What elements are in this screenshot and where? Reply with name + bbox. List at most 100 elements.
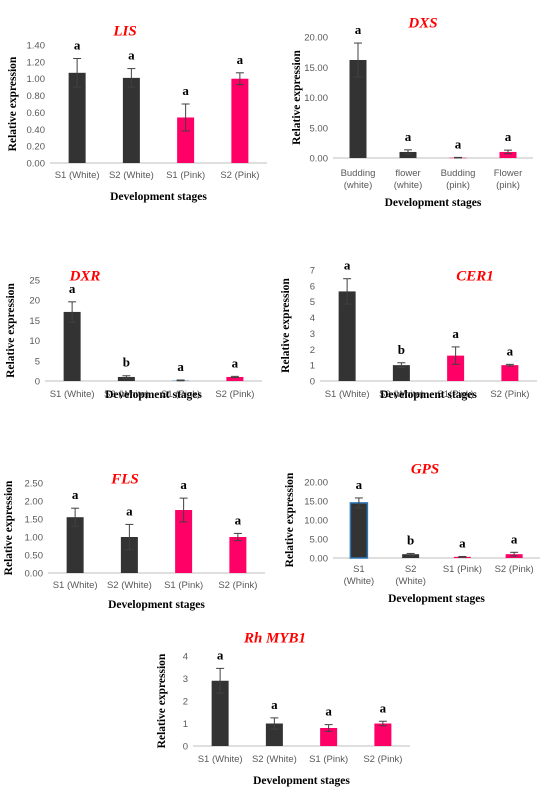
y-tick-label: 1.00 <box>25 533 44 544</box>
y-tick-label: 1.40 <box>27 41 46 52</box>
y-axis-label: Relative expression <box>7 56 19 151</box>
y-axis-label: Relative expression <box>284 472 296 567</box>
bar <box>66 517 84 573</box>
bar <box>177 117 195 163</box>
category-label: S2 (White) <box>104 389 149 400</box>
chart-svg: CER1 0 1 2 3 4 5 6 7 Relative expression a S1 (Whit… <box>280 258 537 401</box>
y-tick-label: 20.00 <box>304 33 328 44</box>
y-tick-label: 0.00 <box>310 554 329 565</box>
y-tick-label: 0 <box>183 742 188 753</box>
y-tick-label: 0.00 <box>27 159 46 170</box>
chart-title: FLS <box>110 472 139 488</box>
significance-letter: a <box>452 326 459 341</box>
category-label: Budding <box>341 168 376 179</box>
y-tick-label: 1.00 <box>27 74 46 85</box>
y-tick-label: 6 <box>310 281 315 292</box>
significance-letter: a <box>405 129 412 144</box>
category-label: S1 (Pink) <box>443 564 482 575</box>
chart-panel-dxr: DXR 0 5 10 15 20 25 Relative expression a S1 (Whi… <box>0 240 275 401</box>
category-label: S2 (Pink) <box>490 389 529 400</box>
bar <box>374 723 392 746</box>
bar <box>501 365 519 381</box>
y-tick-label: 5.00 <box>310 535 329 546</box>
y-tick-label: 1.20 <box>27 57 46 68</box>
chart-svg: LIS 0.00 0.20 0.40 0.60 0.80 1.00 1.20 1.40 Relat… <box>7 24 267 203</box>
y-tick-label: 0.50 <box>25 551 44 562</box>
category-label: S2 (Pink) <box>218 580 257 591</box>
significance-letter: a <box>126 503 133 518</box>
category-label: S1 (White) <box>198 754 243 765</box>
y-tick-label: 15.00 <box>304 63 328 74</box>
bar <box>349 502 369 559</box>
chart-panel-fls: FLS 0.00 0.50 1.00 1.50 2.00 2.50 Relative expr… <box>0 450 275 611</box>
chart-panel-cer1: CER1 0 1 2 3 4 5 6 7 Relative expression a S1 (Whit… <box>275 240 550 401</box>
y-tick-label: 20.00 <box>304 478 328 489</box>
category-label: S2 (Pink) <box>215 389 254 400</box>
bar <box>320 728 338 746</box>
category-label: S2 (Pink) <box>363 754 402 765</box>
significance-letter: a <box>344 258 351 273</box>
x-axis-label: Development stages <box>108 599 205 611</box>
bar <box>499 151 517 158</box>
y-axis-label: Relative expression <box>291 50 303 145</box>
significance-letter: b <box>123 355 130 370</box>
y-tick-label: 5 <box>310 297 315 308</box>
category-label: (White) <box>395 576 426 587</box>
category-label: (white) <box>344 180 373 191</box>
significance-letter: a <box>459 535 466 550</box>
significance-letter: a <box>271 697 278 712</box>
y-tick-label: 0.00 <box>310 154 329 165</box>
bar <box>402 554 420 558</box>
category-label: S1 (Pink) <box>309 754 348 765</box>
significance-letter: a <box>72 487 79 502</box>
y-tick-label: 7 <box>310 266 315 277</box>
significance-letter: a <box>180 477 187 492</box>
y-tick-label: 0.00 <box>25 569 44 580</box>
category-label: S1 (Pink) <box>164 580 203 591</box>
chart-svg: Rh MYB1 0 1 2 3 4 Relative expression a S1 (Whit… <box>156 631 410 787</box>
bar <box>229 537 247 573</box>
y-tick-label: 15 <box>29 316 40 327</box>
significance-letter: a <box>237 52 244 67</box>
chart-title: LIS <box>112 24 136 40</box>
category-label: (white) <box>394 180 423 191</box>
category-label: S1 (White) <box>325 389 370 400</box>
y-tick-label: 0.40 <box>27 125 46 136</box>
bar <box>231 78 249 163</box>
x-axis-label: Development stages <box>385 197 482 209</box>
category-label: S2 (White) <box>109 170 154 181</box>
chart-svg: FLS 0.00 0.50 1.00 1.50 2.00 2.50 Relative expr… <box>3 472 265 611</box>
bar <box>211 680 229 746</box>
y-tick-label: 1 <box>310 361 315 372</box>
y-tick-label: 0.80 <box>27 91 46 102</box>
category-label: (White) <box>344 576 375 587</box>
chart-svg: GPS 0.00 5.00 10.00 15.00 20.00 Relative expre… <box>284 462 540 605</box>
y-axis-label: Relative expression <box>156 653 168 748</box>
category-label: (pink) <box>496 180 520 191</box>
bar <box>265 723 283 746</box>
y-tick-label: 10.00 <box>304 93 328 104</box>
bar <box>349 59 367 158</box>
significance-letter: a <box>455 136 462 151</box>
bar <box>122 77 140 163</box>
category-label: S2 <box>405 564 417 575</box>
y-tick-label: 25 <box>29 276 40 287</box>
significance-letter: a <box>507 343 514 358</box>
category-label: S1 (Pink) <box>166 170 205 181</box>
y-tick-label: 4 <box>183 652 188 663</box>
chart-title: GPS <box>411 462 439 478</box>
category-label: Flower <box>494 168 523 179</box>
x-axis-label: Development stages <box>380 389 477 401</box>
category-label: S2 (Pink) <box>220 170 259 181</box>
bar <box>392 365 410 381</box>
significance-letter: a <box>505 129 512 144</box>
y-tick-label: 5.00 <box>310 123 329 134</box>
y-tick-label: 5 <box>35 356 40 367</box>
chart-panel-gps: GPS 0.00 5.00 10.00 15.00 20.00 Relative expre… <box>275 450 550 610</box>
chart-title: Rh MYB1 <box>243 631 306 647</box>
y-tick-label: 2 <box>183 697 188 708</box>
significance-letter: b <box>398 342 405 357</box>
chart-title: CER1 <box>456 269 494 285</box>
bar <box>399 151 417 158</box>
